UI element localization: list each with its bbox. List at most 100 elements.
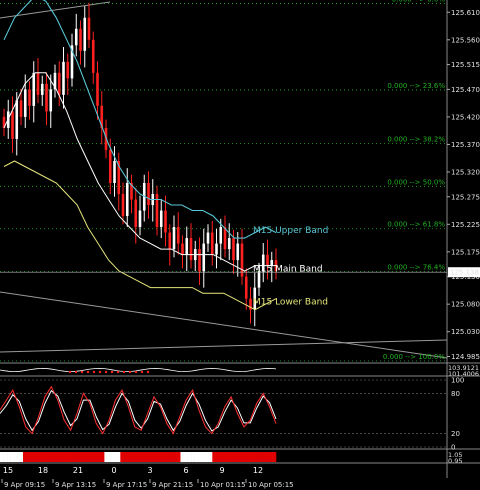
indicator3-bar (76, 452, 79, 462)
indicator3-label: 0.95 (448, 457, 462, 465)
indicator3-bar (1, 452, 4, 462)
indicator3-bar (86, 452, 89, 462)
price-tick-label: 125.030 (451, 328, 480, 336)
candle-body (62, 61, 65, 95)
indicator3-bar (130, 452, 133, 462)
price-tick-label: 125.470 (451, 86, 480, 94)
candle-body (23, 89, 27, 117)
current-price-badge (448, 267, 480, 278)
indicator3-bar (23, 452, 26, 462)
indicator3-bar (15, 452, 18, 462)
indicator3-bar (56, 452, 59, 462)
candle-body (32, 72, 36, 106)
indicator3-bar (240, 452, 243, 462)
indicator3-bar (242, 452, 245, 462)
price-tick-label: 125.320 (451, 168, 480, 176)
candle-body (172, 227, 176, 250)
indicator3-bar (210, 452, 213, 462)
indicator3-bar (143, 452, 146, 462)
price-tick-label: 125.370 (451, 141, 480, 149)
candle-body (134, 199, 138, 228)
trend-line (0, 291, 448, 359)
indicator3-bar (189, 452, 192, 462)
indicator3-bar (254, 452, 257, 462)
indicator1-dot (140, 370, 144, 374)
indicator3-bar (237, 452, 240, 462)
oscillator-tick-label: 80 (451, 390, 460, 398)
indicator3-bar (14, 452, 17, 462)
indicator3-bar (63, 452, 66, 462)
price-tick-label: 125.175 (451, 248, 480, 256)
indicator3-bar (100, 452, 103, 462)
indicator1-dot (80, 370, 84, 374)
indicator3-bar (84, 452, 87, 462)
indicator3-bar (28, 452, 31, 462)
indicator3-bar (233, 452, 236, 462)
upper-band-line (3, 0, 277, 239)
indicator3-bar (49, 452, 52, 462)
indicator1-dot (116, 370, 120, 374)
lower-band-line (3, 160, 277, 311)
candle-body (206, 232, 210, 244)
indicator3-bar (37, 452, 40, 462)
date-label: 9 Apr 17:15 (106, 481, 147, 489)
candle-body (125, 183, 129, 217)
indicator3-bar (224, 452, 227, 462)
indicator3-bar (0, 452, 3, 462)
indicator3-bar (272, 452, 275, 462)
hour-label: 0 (111, 466, 116, 475)
candle-body (168, 232, 172, 250)
indicator1-dot (92, 370, 96, 374)
band-label: M15 Main Band (253, 264, 323, 274)
indicator3-bar (26, 452, 29, 462)
indicator3-bar (260, 452, 263, 462)
indicator3-bar (111, 452, 114, 462)
candle-body (147, 183, 150, 206)
price-tick-label: 125.275 (451, 193, 480, 201)
candle-body (261, 254, 265, 272)
indicator1-label: 103.9121 (448, 364, 479, 372)
indicator3-bar (180, 452, 183, 462)
indicator3-bar (222, 452, 225, 462)
indicator3-bar (146, 452, 149, 462)
indicator3-bar (8, 452, 11, 462)
indicator3-bar (226, 452, 229, 462)
candle-body (130, 183, 133, 200)
indicator3-bar (274, 452, 277, 462)
indicator3-bar (70, 452, 73, 462)
candle-body (40, 83, 44, 95)
indicator3-bar (19, 452, 22, 462)
oscillator-tick-label: 0 (451, 444, 455, 452)
candle-body (164, 210, 167, 233)
indicator3-bar (153, 452, 156, 462)
price-tick-label: 124.985 (451, 353, 480, 361)
indicator3-bar (182, 452, 185, 462)
indicator3-bar (21, 452, 24, 462)
hour-label: 6 (183, 466, 188, 475)
price-tick-label: 125.225 (451, 221, 480, 229)
indicator3-bar (5, 452, 8, 462)
candle-body (74, 28, 78, 46)
indicator3-bar (235, 452, 238, 462)
indicator3-bar (157, 452, 160, 462)
candle-body (155, 194, 159, 228)
price-tick-label: 125.420 (451, 113, 480, 121)
indicator3-bar (122, 452, 125, 462)
candle-body (45, 83, 48, 112)
candle-body (210, 232, 214, 255)
candle-body (113, 160, 116, 183)
indicator3-bar (38, 452, 41, 462)
indicator3-bar (176, 452, 179, 462)
indicator3-bar (192, 452, 195, 462)
candle-body (138, 210, 142, 228)
indicator3-bar (134, 452, 137, 462)
indicator3-bar (136, 452, 139, 462)
indicator3-label: 1.05 (448, 451, 462, 459)
indicator3-bar (72, 452, 75, 462)
indicator3-bar (159, 452, 162, 462)
trend-line (0, 339, 448, 353)
indicator3-bar (166, 452, 169, 462)
candle-body (53, 72, 57, 90)
candle-body (108, 149, 112, 183)
